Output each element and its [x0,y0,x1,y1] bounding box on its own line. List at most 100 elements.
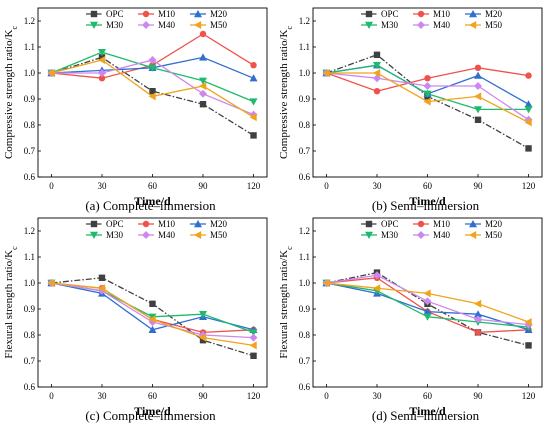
legend-item-OPC: OPC [361,9,399,19]
series-M10 [323,64,532,95]
data-point [423,289,431,298]
legend-item-M20: M20 [190,9,228,19]
series-M30 [47,49,258,106]
legend-label: M20 [210,219,228,229]
legend-item-M40: M40 [413,20,451,30]
data-point [373,51,381,58]
data-point [372,62,381,70]
legend-marker [142,220,150,228]
y-axis-label-subscript: c [10,26,19,30]
x-tick-label: 60 [423,391,433,401]
x-tick-label: 0 [49,181,54,191]
chart-panel-0: 0 30 60 90 120 0.6 0.7 0.8 0.9 1.0 1.1 1.2 Time/d Com… [3,7,268,213]
y-axis-label-text: Flexural strength ratio/K [3,250,15,359]
x-tick-label: 90 [199,391,209,401]
legend-label: M40 [433,20,451,30]
legend: OPC M10 M20 M30 M40 M50 [86,219,228,240]
data-point [423,97,431,106]
legend-item-M10: M10 [413,9,451,19]
data-point [148,315,156,324]
x-tick-label: 30 [97,181,107,191]
data-point [525,145,532,152]
data-point [97,69,106,77]
x-tick-label: 30 [97,391,107,401]
legend-label: M50 [210,230,228,240]
legend-label: M30 [106,20,124,30]
legend-item-M30: M30 [361,20,399,30]
legend-item-M20: M20 [190,219,228,229]
legend-item-M10: M10 [138,9,176,19]
x-tick-label: 120 [522,391,536,401]
x-tick-label: 30 [372,391,382,401]
legend-label: M40 [158,20,176,30]
legend-item-OPC: OPC [86,219,124,229]
y-axis-label-subscript: c [285,246,294,250]
legend-label: OPC [106,9,124,19]
y-tick-label: 0.9 [24,94,36,104]
data-point [372,69,381,77]
y-tick-label: 1.2 [24,226,35,236]
legend-item-M40: M40 [413,230,451,240]
legend-marker [469,231,477,239]
data-point [474,106,483,114]
legend: OPC M10 M20 M30 M40 M50 [86,9,228,30]
legend-marker [417,231,425,239]
legend-label: M50 [485,230,503,240]
legend-label: M20 [485,219,503,229]
y-tick-label: 0.6 [24,172,36,182]
legend-marker [194,220,202,228]
data-point [322,279,330,287]
data-point [97,49,106,57]
y-tick-label: 0.6 [24,382,36,392]
data-point [199,101,207,108]
y-axis-label: Flexural strength ratio/Kc [278,246,294,359]
x-axis-label: Time/d [409,404,446,418]
legend-marker [417,21,425,29]
data-point [97,284,106,293]
legend-label: M50 [210,20,228,30]
data-point [250,61,257,69]
y-tick-label: 1.1 [299,42,310,52]
y-tick-label: 0.9 [299,304,311,314]
data-point [199,82,207,90]
x-tick-label: 90 [199,181,209,191]
data-point [148,325,157,333]
data-point [249,341,257,350]
legend-marker [417,220,425,228]
legend-item-M30: M30 [86,20,124,30]
x-tick-label: 0 [49,391,54,401]
legend-item-OPC: OPC [86,9,124,19]
y-tick-label: 0.8 [24,330,36,340]
legend-label: M10 [433,9,451,19]
legend-label: M20 [210,9,228,19]
y-tick-label: 1.1 [299,252,310,262]
data-point [98,75,106,82]
data-point [424,75,431,82]
data-point [474,92,482,101]
y-tick-label: 1.1 [24,42,35,52]
legend-item-M40: M40 [138,230,176,240]
y-tick-label: 0.7 [24,356,36,366]
legend-label: M40 [158,230,176,240]
y-tick-label: 0.7 [24,146,36,156]
data-point [47,279,55,287]
data-point [372,271,381,280]
data-point [372,284,381,293]
data-point [250,352,257,359]
legend: OPC M10 M20 M30 M40 M50 [361,219,503,240]
x-tick-label: 0 [324,181,329,191]
legend-marker [90,220,98,228]
data-point [249,329,258,337]
legend-item-OPC: OPC [361,219,399,229]
data-point [525,72,532,79]
legend-marker [365,10,373,18]
y-tick-label: 0.8 [24,120,36,130]
y-tick-label: 1.2 [24,16,35,26]
legend-item-M50: M50 [465,20,503,30]
chart-panel-3: 0 30 60 90 120 0.6 0.7 0.8 0.9 1.0 1.1 1.2 Time/d Fle… [278,217,543,423]
x-tick-label: 60 [423,181,433,191]
data-point [373,88,381,95]
legend-marker [90,21,98,29]
x-tick-label: 60 [148,181,158,191]
